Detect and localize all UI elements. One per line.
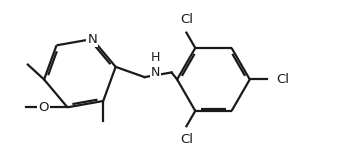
Text: O: O [38,101,49,114]
Text: N: N [87,32,97,46]
Text: H
N: H N [151,51,161,79]
Text: Cl: Cl [180,133,193,146]
Text: Cl: Cl [180,13,193,26]
Text: Cl: Cl [276,73,289,86]
